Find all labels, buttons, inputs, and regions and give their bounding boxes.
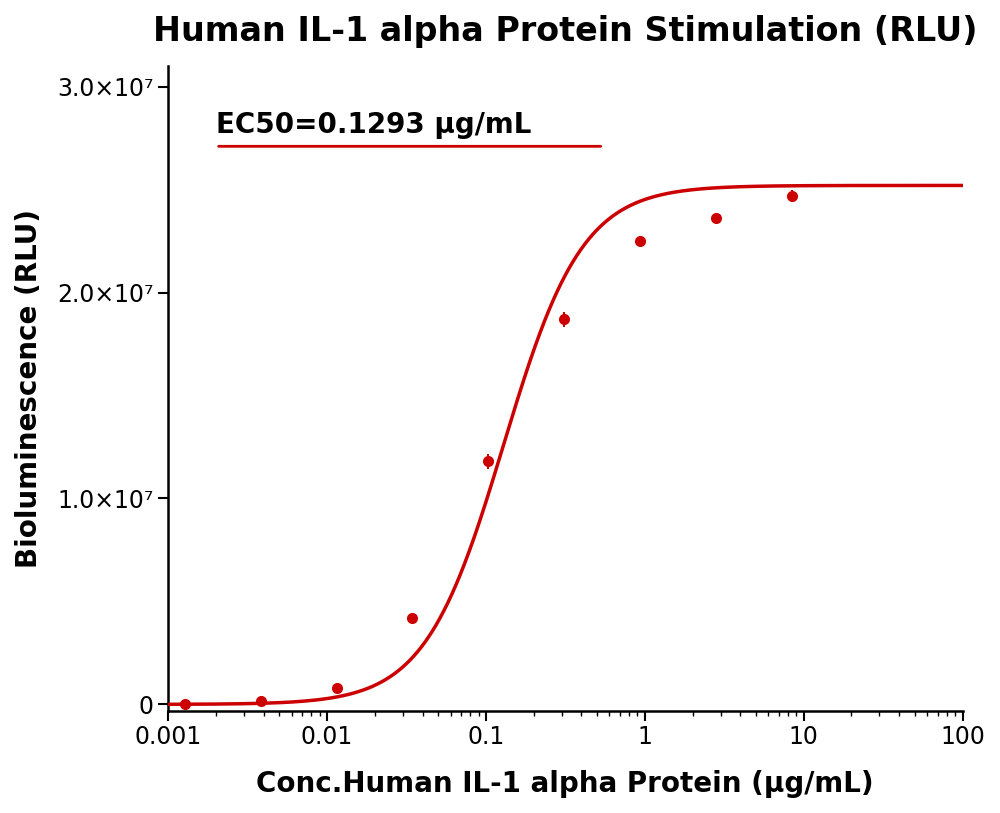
X-axis label: Conc.Human IL-1 alpha Protein (μg/mL): Conc.Human IL-1 alpha Protein (μg/mL): [256, 770, 874, 798]
Title: Human IL-1 alpha Protein Stimulation (RLU): Human IL-1 alpha Protein Stimulation (RL…: [153, 15, 978, 48]
Y-axis label: Bioluminescence (RLU): Bioluminescence (RLU): [15, 209, 43, 567]
Text: EC50=0.1293 μg/mL: EC50=0.1293 μg/mL: [216, 111, 531, 139]
